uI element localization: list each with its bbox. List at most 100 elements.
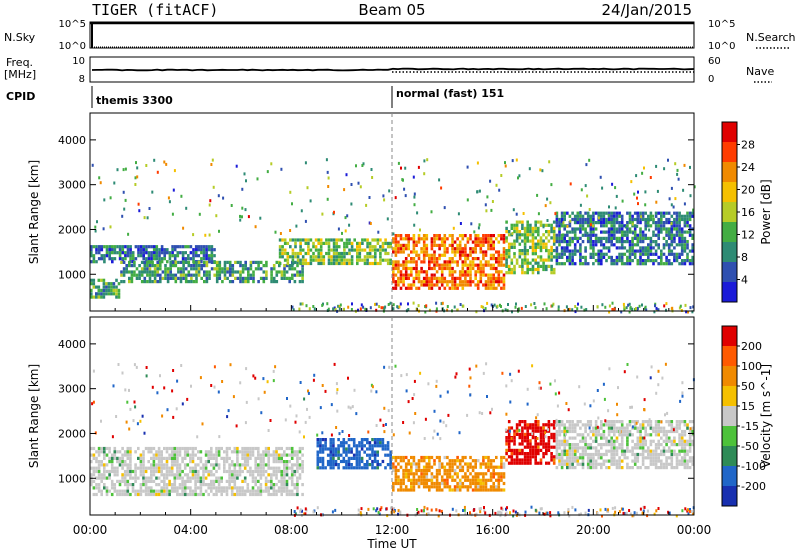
data-cell [384, 241, 387, 245]
data-cell [576, 462, 580, 466]
data-cell [225, 446, 229, 451]
data-cell [641, 240, 645, 244]
data-cell [225, 489, 229, 493]
near-range-echo [644, 306, 647, 310]
data-cell [314, 258, 318, 262]
data-cell [466, 488, 470, 492]
sparse-echo [490, 208, 493, 212]
near-range-echo [382, 306, 385, 310]
data-cell [680, 217, 684, 222]
data-cell [518, 236, 522, 240]
sparse-echo [303, 435, 305, 439]
data-cell [433, 276, 436, 280]
data-cell [371, 453, 374, 457]
data-cell [521, 448, 524, 452]
data-cell [228, 469, 231, 474]
sparse-echo [124, 167, 127, 171]
data-cell [529, 452, 532, 456]
data-cell [573, 262, 577, 266]
data-cell [502, 475, 506, 479]
data-cell [146, 260, 149, 264]
data-cell [647, 252, 650, 256]
data-cell [236, 260, 240, 264]
data-cell [337, 453, 340, 457]
data-cell [156, 280, 159, 284]
sparse-echo [440, 186, 443, 190]
data-cell [197, 476, 200, 480]
data-cell [267, 492, 270, 497]
data-cell [615, 211, 619, 215]
data-cell [613, 426, 616, 430]
data-cell [236, 446, 239, 451]
data-cell [686, 240, 689, 244]
data-cell [500, 257, 503, 261]
data-cell [264, 476, 268, 480]
data-cell [607, 433, 611, 437]
data-cell [665, 230, 668, 234]
data-cell [176, 460, 179, 464]
data-cell [662, 466, 666, 470]
data-cell [197, 486, 200, 490]
data-cell [394, 240, 398, 244]
data-cell [458, 270, 462, 274]
data-cell [542, 239, 545, 243]
data-cell [586, 240, 590, 244]
data-cell [560, 221, 564, 225]
data-cell [594, 236, 598, 240]
data-cell [526, 461, 529, 465]
data-cell [607, 429, 611, 434]
data-cell [173, 453, 177, 457]
data-cell [298, 476, 302, 480]
data-cell [147, 486, 150, 490]
data-cell [495, 257, 498, 261]
data-cell [568, 255, 572, 259]
data-cell [168, 456, 171, 460]
sparse-echo [689, 165, 691, 169]
data-cell [576, 217, 580, 222]
data-cell [657, 217, 660, 222]
data-cell [160, 492, 163, 497]
data-cell [484, 472, 488, 476]
data-cell [649, 459, 653, 463]
data-cell [461, 485, 465, 489]
data-cell [507, 448, 511, 452]
sparse-echo [635, 421, 638, 425]
data-cell [407, 488, 410, 492]
data-cell [148, 267, 152, 271]
data-cell [563, 436, 566, 440]
data-cell [407, 276, 410, 280]
sparse-echo [455, 372, 458, 376]
data-cell [576, 420, 580, 424]
data-cell [615, 236, 619, 240]
data-cell [275, 453, 278, 457]
sparse-echo [397, 161, 400, 165]
data-cell [236, 489, 239, 493]
data-cell [453, 485, 457, 489]
data-cell [168, 446, 171, 451]
sparse-echo [668, 197, 671, 201]
sparse-echo [344, 229, 347, 233]
data-cell [686, 243, 689, 247]
data-cell [205, 270, 209, 274]
data-cell [140, 280, 144, 284]
data-cell [492, 488, 495, 492]
data-cell [639, 429, 642, 434]
data-cell [521, 439, 524, 443]
data-cell [654, 462, 658, 466]
sparse-echo [333, 210, 335, 214]
data-cell [347, 450, 351, 454]
data-cell [466, 462, 470, 466]
data-cell [95, 295, 98, 299]
data-cell [688, 446, 692, 450]
data-cell [92, 466, 96, 470]
data-cell [469, 276, 472, 280]
data-cell [379, 441, 382, 445]
data-cell [683, 240, 687, 244]
data-cell [241, 446, 244, 451]
data-cell [392, 260, 395, 264]
data-cell [173, 446, 177, 451]
data-cell [152, 460, 156, 464]
data-cell [415, 263, 418, 267]
data-cell [296, 273, 299, 277]
data-cell [440, 243, 444, 247]
